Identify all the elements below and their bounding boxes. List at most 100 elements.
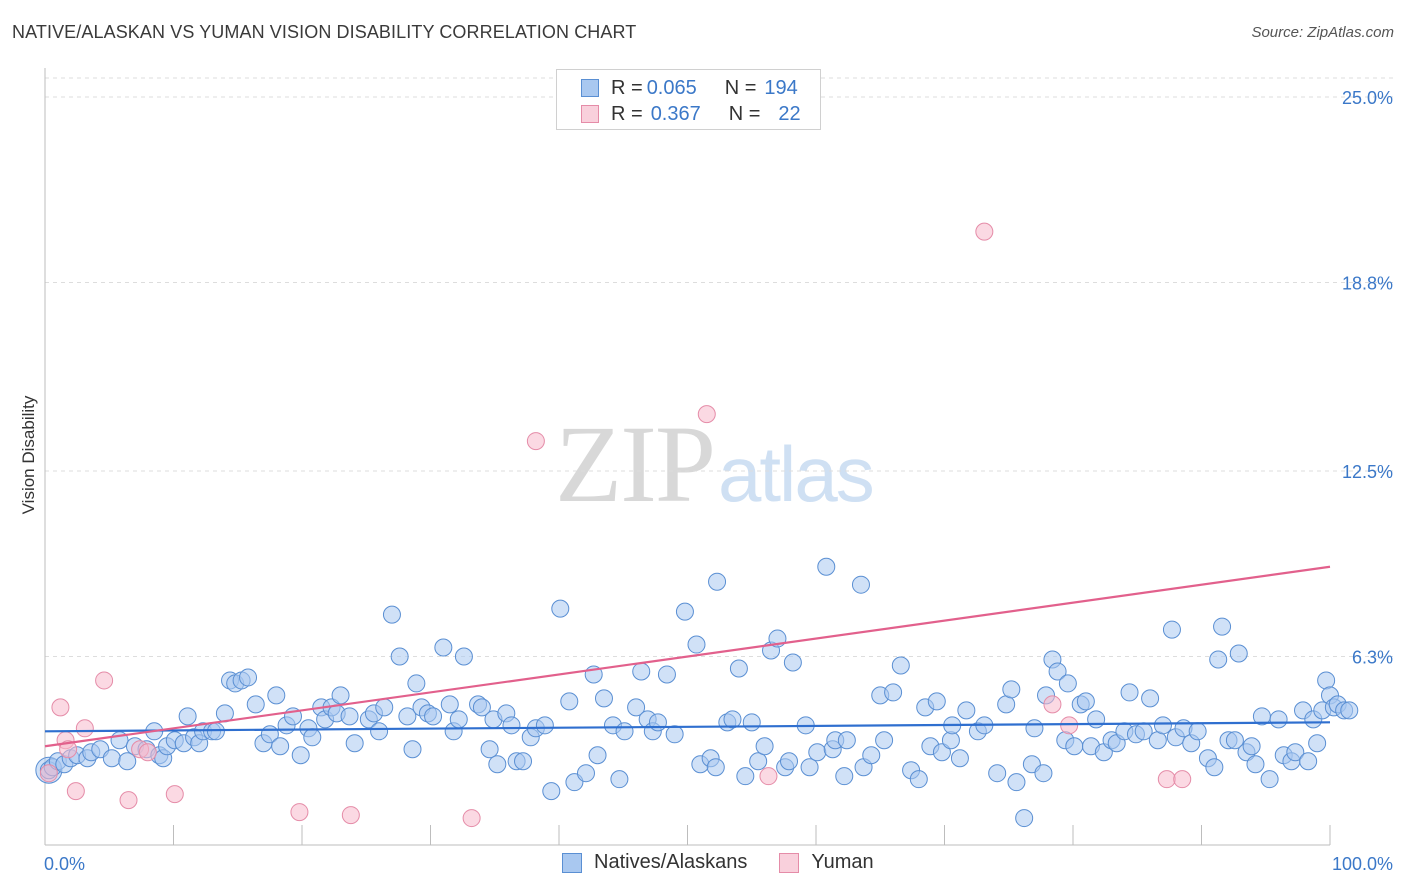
natives-alaskans-point — [706, 758, 725, 777]
natives-alaskans-point — [997, 695, 1016, 714]
natives-alaskans-point — [1225, 731, 1244, 750]
natives-alaskans-point — [502, 716, 521, 735]
legend-swatch-yuman — [779, 852, 800, 873]
natives-alaskans-point — [1153, 716, 1172, 735]
natives-alaskans-point — [749, 752, 768, 771]
natives-alaskans-point — [950, 749, 969, 768]
yuman-point — [95, 671, 114, 690]
legend-r-value: 0.367 — [650, 102, 701, 125]
natives-alaskans-point — [932, 743, 951, 762]
natives-alaskans-point — [398, 707, 417, 726]
natives-alaskans-point — [1048, 662, 1067, 681]
natives-alaskans-point — [454, 647, 473, 666]
yuman-points — [39, 222, 1192, 828]
legend-swatch-pink — [581, 105, 599, 123]
trend-lines — [44, 565, 1331, 748]
y-tick-label: 18.8% — [1342, 274, 1393, 294]
yuman-point — [66, 782, 85, 801]
natives-alaskans-point — [542, 782, 561, 801]
watermark-zip: ZIP — [555, 403, 716, 525]
natives-alaskans-point — [434, 638, 453, 657]
natives-alaskans-point — [909, 770, 928, 789]
legend-label-yuman: Yuman — [811, 851, 874, 873]
natives-alaskans-point — [1087, 710, 1106, 729]
x-tick-labels: 0.0% 100.0% — [44, 854, 1393, 874]
natives-alaskans-point — [375, 698, 394, 717]
natives-alaskans-point — [835, 767, 854, 786]
natives-alaskans-point — [1317, 671, 1336, 690]
natives-alaskans-point — [875, 731, 894, 750]
natives-alaskans-point — [648, 713, 667, 732]
natives-alaskans-point — [736, 767, 755, 786]
natives-alaskans-point — [267, 686, 286, 705]
legend-row-yuman: R = 0.367 N = 22 — [581, 102, 801, 126]
natives-alaskans-point — [1120, 683, 1139, 702]
natives-alaskans-trendline — [44, 721, 1331, 733]
y-tick-label: 12.5% — [1342, 462, 1393, 482]
natives-alaskans-point — [891, 656, 910, 675]
natives-alaskans-point — [1229, 644, 1248, 663]
natives-alaskans-point — [687, 635, 706, 654]
natives-alaskans-point — [632, 662, 651, 681]
natives-alaskans-point — [615, 722, 634, 741]
natives-alaskans-point — [370, 722, 389, 741]
legend-label-natives: Natives/Alaskans — [594, 851, 748, 873]
legend-n-label: N = — [724, 76, 757, 99]
natives-alaskans-point — [206, 722, 225, 741]
natives-alaskans-point — [331, 686, 350, 705]
natives-alaskans-point — [1213, 617, 1232, 636]
natives-alaskans-point — [723, 710, 742, 729]
y-tick-label: 6.3% — [1352, 648, 1393, 668]
natives-alaskans-point — [1205, 758, 1224, 777]
legend-n-value: 22 — [778, 102, 801, 125]
natives-alaskans-point — [729, 659, 748, 678]
natives-alaskans-point — [594, 689, 613, 708]
legend-r-label: R = — [611, 76, 643, 99]
natives-alaskans-point — [927, 692, 946, 711]
yuman-point — [341, 806, 360, 825]
y-axis-label: Vision Disability — [19, 395, 38, 514]
yuman-point — [697, 405, 716, 424]
yuman-point — [39, 764, 58, 783]
natives-alaskans-point — [1209, 650, 1228, 669]
yuman-point — [526, 432, 545, 451]
natives-alaskans-point — [390, 647, 409, 666]
legend-swatch-blue — [581, 79, 599, 97]
natives-alaskans-point — [1242, 737, 1261, 756]
natives-alaskans-point — [102, 749, 121, 768]
natives-alaskans-point — [708, 572, 727, 591]
natives-alaskans-point — [783, 653, 802, 672]
legend-row-natives: R = 0.065 N = 194 — [581, 76, 798, 100]
natives-alaskans-point — [588, 746, 607, 765]
yuman-point — [1043, 695, 1062, 714]
natives-alaskans-point — [271, 737, 290, 756]
natives-alaskans-point — [1007, 773, 1026, 792]
natives-alaskans-point — [1308, 734, 1327, 753]
natives-alaskans-point — [403, 740, 422, 759]
natives-alaskans-point — [884, 683, 903, 702]
natives-alaskans-point — [862, 746, 881, 765]
yuman-point — [138, 743, 157, 762]
yuman-trendline — [44, 565, 1331, 748]
natives-alaskans-point — [627, 698, 646, 717]
watermark-atlas: atlas — [718, 430, 875, 518]
x-tick-label-min: 0.0% — [44, 854, 85, 874]
legend-n-label: N = — [728, 102, 761, 125]
natives-alaskans-point — [303, 728, 322, 747]
natives-alaskans-point — [988, 764, 1007, 783]
yuman-point — [462, 809, 481, 828]
y-tick-labels: 6.3% 12.5% 18.8% 25.0% — [1342, 88, 1393, 668]
natives-alaskans-point — [675, 602, 694, 621]
natives-alaskans-point — [535, 716, 554, 735]
natives-alaskans-point — [657, 665, 676, 684]
natives-alaskans-point — [1141, 689, 1160, 708]
natives-alaskans-point — [560, 692, 579, 711]
source-label: Source: ZipAtlas.com — [1251, 24, 1394, 41]
legend-r-value: 0.065 — [646, 76, 697, 99]
yuman-point — [975, 222, 994, 241]
yuman-point — [759, 767, 778, 786]
x-ticks — [44, 825, 1331, 845]
legend-r-label: R = — [611, 102, 643, 125]
natives-alaskans-point — [1065, 737, 1084, 756]
natives-alaskans-point — [780, 752, 799, 771]
